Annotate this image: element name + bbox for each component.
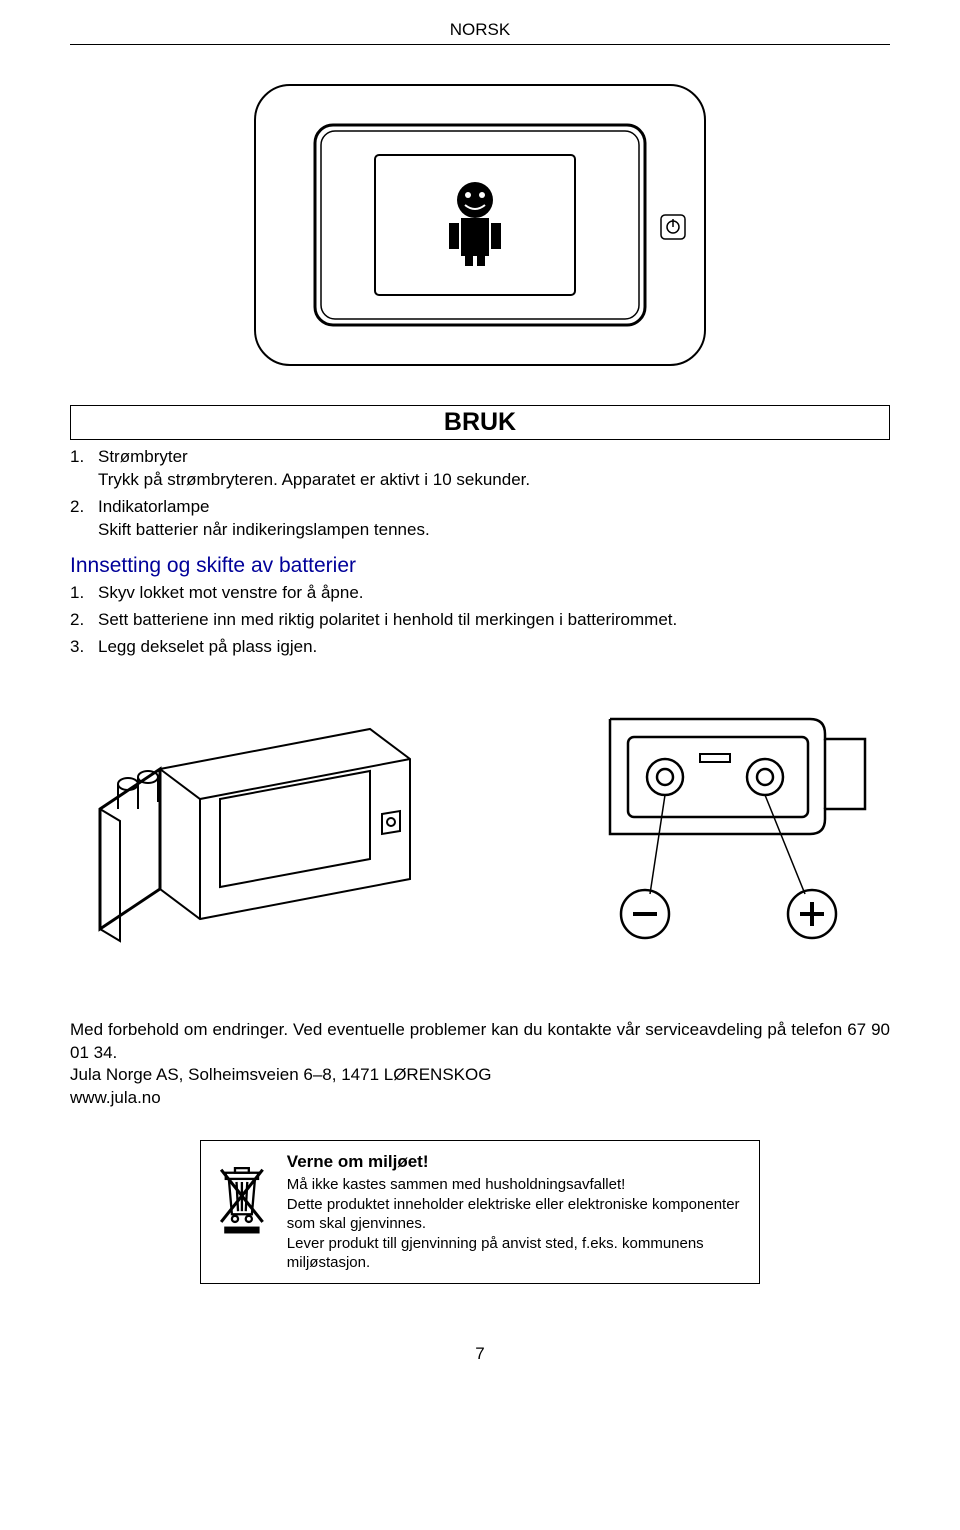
item-text: Sett batteriene inn med riktig polaritet… [98, 610, 677, 629]
list-item: 2. Sett batteriene inn med riktig polari… [98, 609, 890, 632]
list-item: 1. Strømbryter Trykk på strømbryteren. A… [98, 446, 890, 492]
list-item: 1. Skyv lokket mot venstre for å åpne. [98, 582, 890, 605]
item-number: 1. [70, 446, 84, 469]
disclaimer-text: Med forbehold om endringer. Ved eventuel… [70, 1020, 890, 1062]
weee-bin-icon [215, 1151, 269, 1246]
item-label: Strømbryter [98, 446, 890, 469]
language-header: NORSK [70, 20, 890, 40]
illustration-row [70, 699, 890, 959]
eco-line: Må ikke kastes sammen med husholdningsav… [287, 1176, 626, 1193]
section-title-box: BRUK [70, 405, 890, 440]
list-item: 3. Legg dekselet på plass igjen. [98, 636, 890, 659]
section-title: BRUK [444, 408, 516, 436]
page-number: 7 [70, 1344, 890, 1364]
list-item: 2. Indikatorlampe Skift batterier når in… [98, 496, 890, 542]
item-number: 1. [70, 582, 84, 605]
url-text: www.jula.no [70, 1088, 161, 1107]
footer-block: Med forbehold om endringer. Ved eventuel… [70, 1019, 890, 1111]
usage-list: 1. Strømbryter Trykk på strømbryteren. A… [70, 446, 890, 542]
device-iso-illustration [70, 709, 430, 949]
eco-info-box: Verne om miljøet! Må ikke kastes sammen … [200, 1140, 760, 1284]
item-text: Legg dekselet på plass igjen. [98, 637, 317, 656]
item-number: 2. [70, 609, 84, 632]
eco-text-block: Verne om miljøet! Må ikke kastes sammen … [287, 1151, 745, 1273]
device-front-illustration [245, 75, 715, 375]
eco-line: Lever produkt till gjenvinning på anvist… [287, 1235, 704, 1272]
sub-heading: Innsetting og skifte av batterier [70, 554, 890, 578]
eco-title: Verne om miljøet! [287, 1151, 745, 1173]
item-desc: Trykk på strømbryteren. Apparatet er akt… [98, 469, 890, 492]
header-divider [70, 44, 890, 45]
item-number: 2. [70, 496, 84, 519]
item-number: 3. [70, 636, 84, 659]
item-text: Skyv lokket mot venstre for å åpne. [98, 583, 364, 602]
eco-line: Dette produktet inneholder elektriske el… [287, 1196, 740, 1233]
item-label: Indikatorlampe [98, 496, 890, 519]
battery-list: 1. Skyv lokket mot venstre for å åpne. 2… [70, 582, 890, 659]
company-text: Jula Norge AS, Solheimsveien 6–8, 1471 L… [70, 1065, 491, 1084]
battery-compartment-illustration [590, 699, 890, 959]
item-desc: Skift batterier når indikeringslampen te… [98, 519, 890, 542]
